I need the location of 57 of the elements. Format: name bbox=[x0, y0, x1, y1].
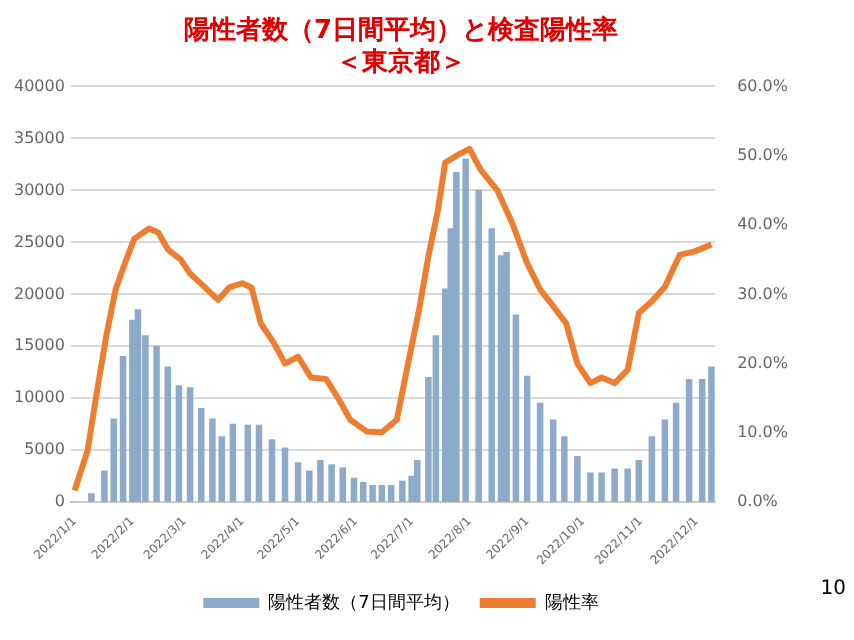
bar bbox=[305, 470, 313, 502]
y-tick-label: 0 bbox=[54, 492, 65, 511]
y-tick-label: 10000 bbox=[13, 388, 65, 407]
bar bbox=[387, 485, 395, 502]
bar bbox=[328, 464, 335, 502]
y2-tick-label: 40.0% bbox=[737, 215, 789, 234]
bar bbox=[574, 455, 581, 502]
bar bbox=[281, 447, 289, 502]
bar bbox=[523, 375, 531, 502]
bar bbox=[536, 402, 544, 502]
bar bbox=[611, 468, 618, 502]
bar bbox=[587, 472, 594, 502]
bar bbox=[549, 419, 557, 502]
bar bbox=[175, 385, 183, 502]
y-tick-label: 35000 bbox=[13, 128, 65, 147]
y2-tick-label: 60.0% bbox=[737, 76, 789, 95]
bar bbox=[413, 460, 421, 502]
bar bbox=[197, 408, 205, 502]
y2-tick-label: 0.0% bbox=[737, 492, 779, 511]
chart-subtitle: ＜東京都＞ bbox=[336, 45, 466, 78]
y-tick-label: 40000 bbox=[13, 76, 65, 95]
bar bbox=[134, 309, 142, 502]
bar bbox=[88, 493, 95, 502]
bar bbox=[339, 467, 347, 502]
bar bbox=[164, 366, 171, 502]
bar bbox=[153, 345, 160, 502]
legend-label: 陽性者数（7日間平均） bbox=[268, 591, 460, 614]
y-tick-label: 15000 bbox=[13, 336, 65, 355]
bar bbox=[598, 472, 605, 502]
y2-tick-label: 50.0% bbox=[737, 145, 789, 164]
bar bbox=[488, 228, 495, 502]
y2-tick-label: 10.0% bbox=[737, 423, 789, 442]
text: 10 bbox=[820, 578, 846, 600]
bar bbox=[244, 424, 252, 502]
bar bbox=[317, 460, 324, 502]
legend-label: 陽性率 bbox=[544, 591, 599, 614]
y-tick-label: 5000 bbox=[24, 440, 65, 459]
bar bbox=[399, 480, 406, 502]
bar bbox=[268, 439, 276, 502]
bar bbox=[294, 462, 302, 502]
bar bbox=[624, 468, 631, 502]
bar bbox=[255, 424, 263, 502]
bar bbox=[561, 436, 568, 502]
bar bbox=[186, 387, 194, 502]
y2-tick-label: 20.0% bbox=[737, 353, 789, 372]
y2-tick-label: 30.0% bbox=[737, 284, 789, 303]
bar bbox=[685, 378, 693, 502]
bar bbox=[229, 423, 237, 502]
bar bbox=[661, 419, 669, 502]
bar bbox=[475, 189, 482, 502]
chart-title: 陽性者数（7日間平均）と検査陽性率 bbox=[183, 14, 619, 47]
y-tick-label: 20000 bbox=[13, 284, 65, 303]
bar bbox=[672, 402, 680, 502]
y-tick-label: 30000 bbox=[13, 180, 65, 199]
bar bbox=[635, 460, 643, 502]
y-tick-label: 25000 bbox=[13, 232, 65, 251]
bar bbox=[648, 436, 656, 502]
